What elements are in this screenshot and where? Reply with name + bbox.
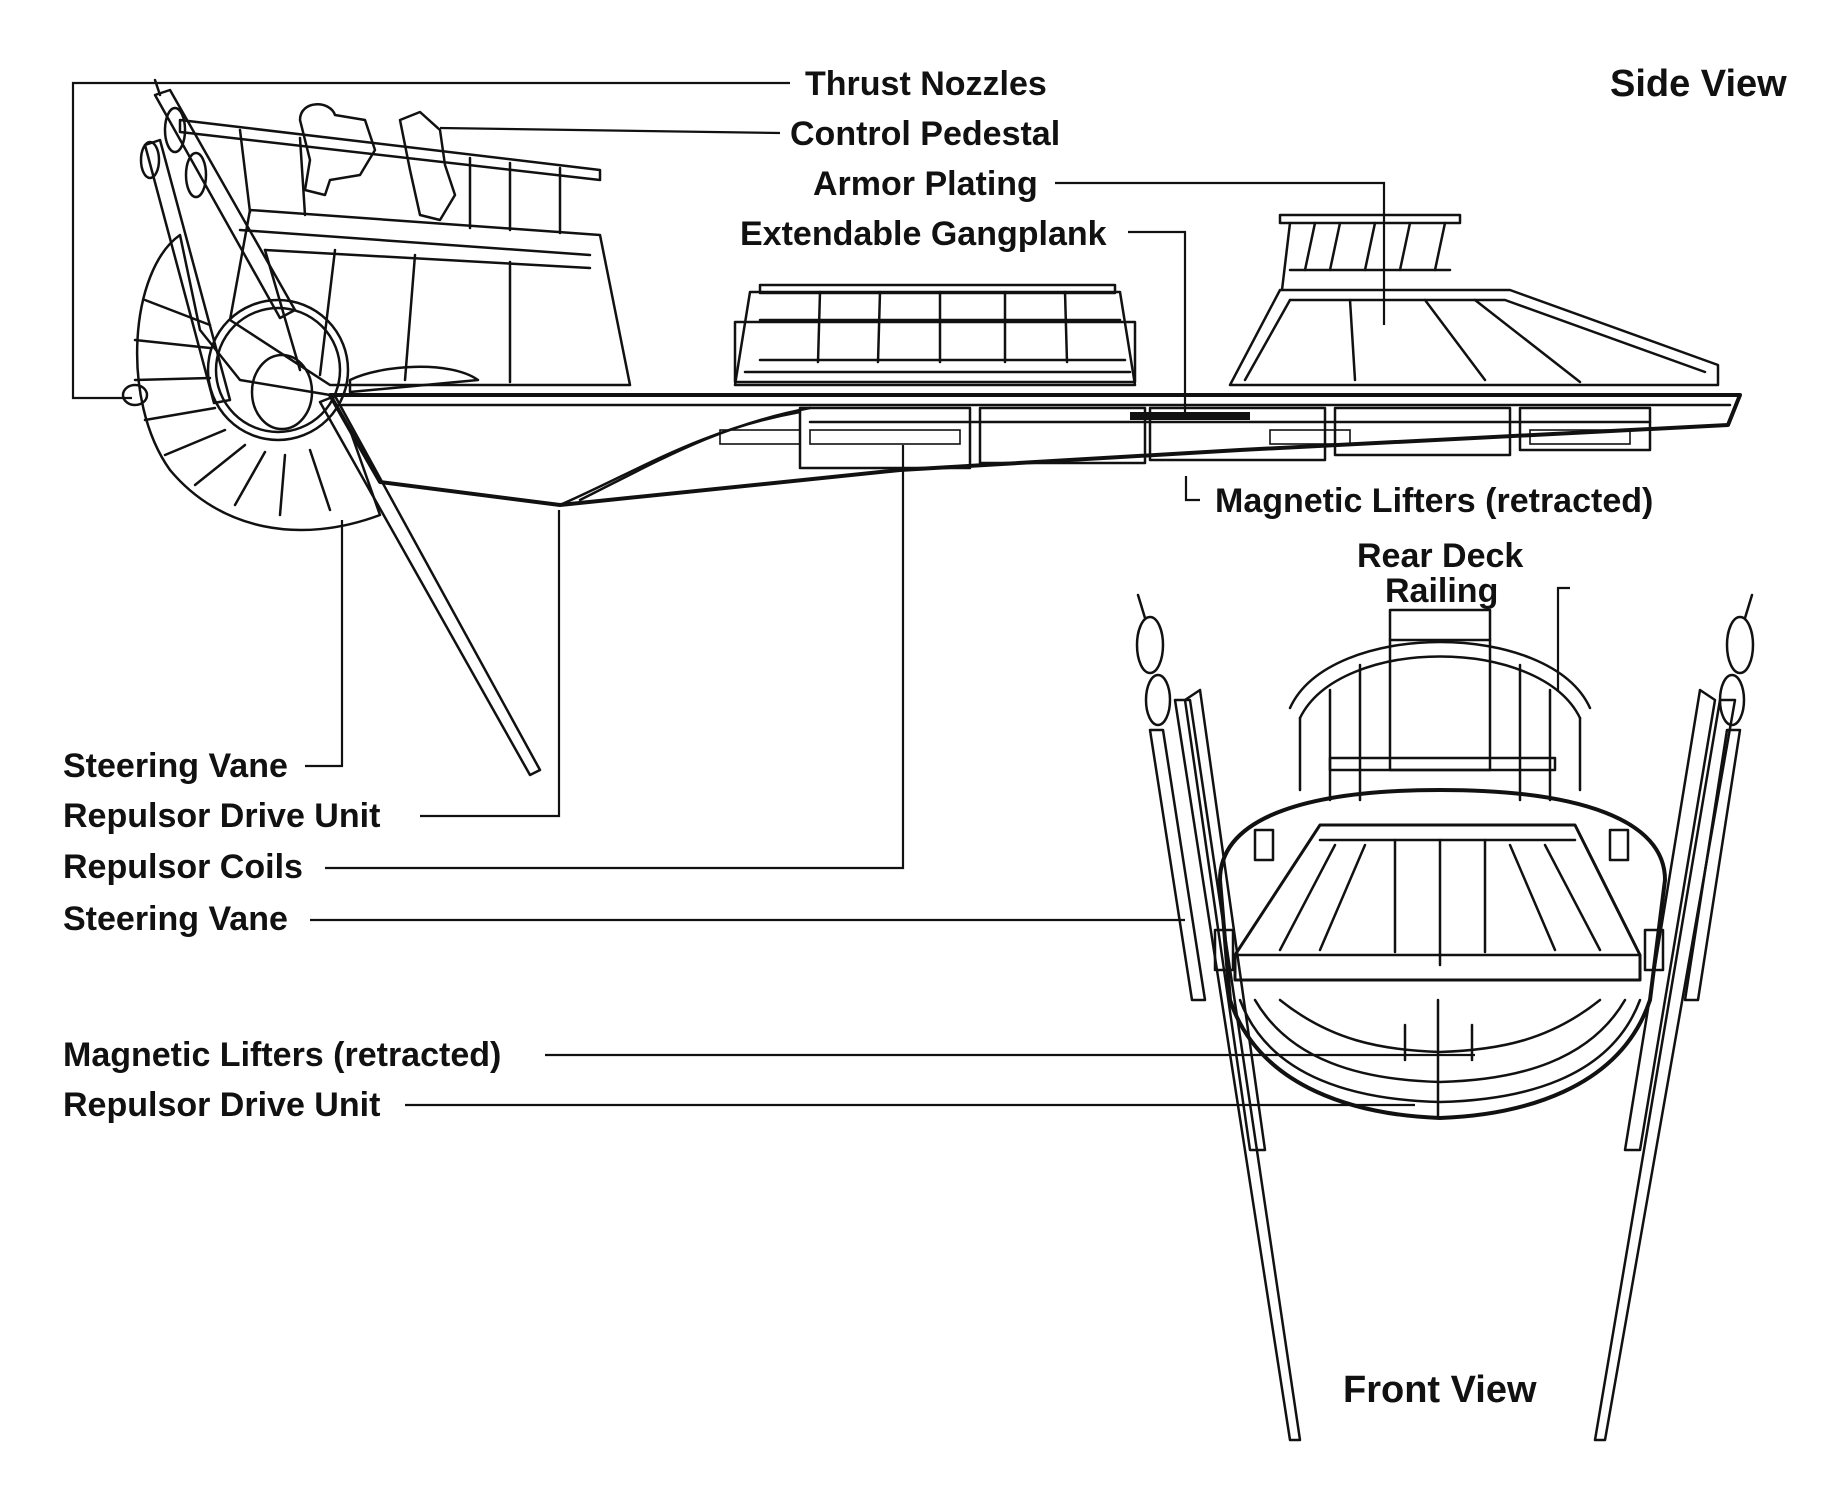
- label-magnetic-lifters-front: Magnetic Lifters (retracted): [63, 1036, 501, 1074]
- label-railing: Railing: [1385, 572, 1498, 610]
- label-rear-deck: Rear Deck: [1357, 537, 1523, 575]
- label-extendable-gangplank: Extendable Gangplank: [740, 215, 1107, 253]
- steering-vane-pole: [318, 394, 542, 777]
- gangplank-slot: [1130, 412, 1250, 420]
- label-steering-vane-2: Steering Vane: [63, 900, 288, 938]
- side-view-title: Side View: [1610, 63, 1787, 105]
- rear-drive-unit: [121, 78, 542, 777]
- label-thrust-nozzles: Thrust Nozzles: [805, 65, 1047, 103]
- label-control-pedestal: Control Pedestal: [790, 115, 1060, 153]
- front-view-vehicle: [1135, 593, 1755, 1442]
- hull-panels: [719, 406, 1652, 470]
- front-view-title: Front View: [1343, 1369, 1537, 1411]
- side-view-leaders: [71, 81, 1570, 1107]
- label-repulsor-coils: Repulsor Coils: [63, 848, 303, 886]
- label-magnetic-lifters-side: Magnetic Lifters (retracted): [1215, 482, 1653, 520]
- front-cockpit: [1228, 213, 1720, 387]
- label-repulsor-drive-unit-1: Repulsor Drive Unit: [63, 797, 380, 835]
- label-armor-plating: Armor Plating: [813, 165, 1038, 203]
- side-view-vehicle: [121, 78, 1742, 777]
- middle-deck: [733, 283, 1137, 387]
- front-right-pole: [1593, 593, 1755, 1442]
- labels: Side View Front View Thrust Nozzles Cont…: [63, 63, 1787, 1411]
- label-steering-vane-1: Steering Vane: [63, 747, 288, 785]
- label-repulsor-drive-unit-2: Repulsor Drive Unit: [63, 1086, 380, 1124]
- front-left-pole: [1135, 593, 1302, 1442]
- thrust-nozzle-bracket: [298, 103, 377, 197]
- front-deck: [1233, 823, 1642, 982]
- repulsor-coil-grille: [719, 429, 1631, 445]
- control-pedestal: [398, 110, 457, 222]
- rear-cabin: [178, 103, 632, 387]
- side-hull: [328, 393, 1742, 507]
- front-hull: [1218, 788, 1667, 1120]
